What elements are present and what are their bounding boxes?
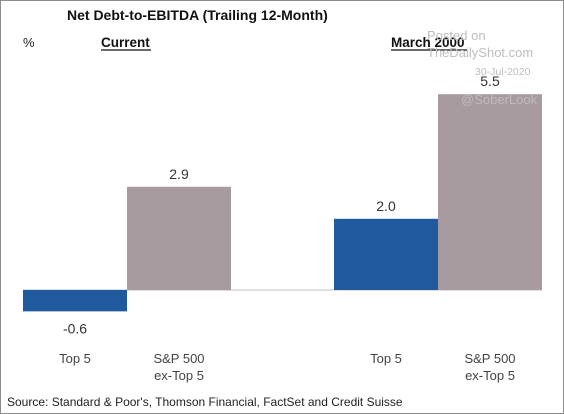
value-labels: -0.6 2.9 2.0 5.5	[63, 73, 500, 336]
category-label: Top 5	[370, 351, 402, 366]
bar	[23, 290, 127, 312]
watermark-date: 30-Jul-2020	[475, 66, 531, 78]
source-note: Source: Standard & Poor's, Thomson Finan…	[7, 395, 403, 409]
category-label: S&P 500	[153, 351, 204, 366]
group-labels: Current March 2000	[101, 35, 467, 51]
bars	[23, 94, 542, 312]
category-labels: Top 5 S&P 500 ex-Top 5 Top 5 S&P 500 ex-Top 5	[59, 351, 515, 383]
data-label: 5.5	[480, 73, 500, 89]
data-label: -0.6	[63, 320, 87, 336]
group-label: March 2000	[391, 35, 465, 50]
group-label: Current	[101, 35, 150, 50]
bar	[334, 218, 438, 290]
watermark-handle: @SoberLook	[461, 92, 538, 107]
chart-title: Net Debt-to-EBITDA (Trailing 12-Month)	[67, 7, 328, 23]
watermark-site: TheDailyShot.com	[427, 45, 533, 60]
category-label: ex-Top 5	[465, 368, 515, 383]
bar	[127, 186, 231, 290]
data-label: 2.9	[169, 166, 189, 182]
data-label: 2.0	[376, 198, 396, 214]
watermark-posted-on: Posted on	[427, 28, 486, 43]
category-label: ex-Top 5	[154, 368, 204, 383]
bar	[438, 94, 542, 290]
unit-label: %	[23, 35, 35, 50]
watermark: Posted on TheDailyShot.com 30-Jul-2020 @…	[427, 28, 538, 107]
category-label: Top 5	[59, 351, 91, 366]
category-label: S&P 500	[464, 351, 515, 366]
